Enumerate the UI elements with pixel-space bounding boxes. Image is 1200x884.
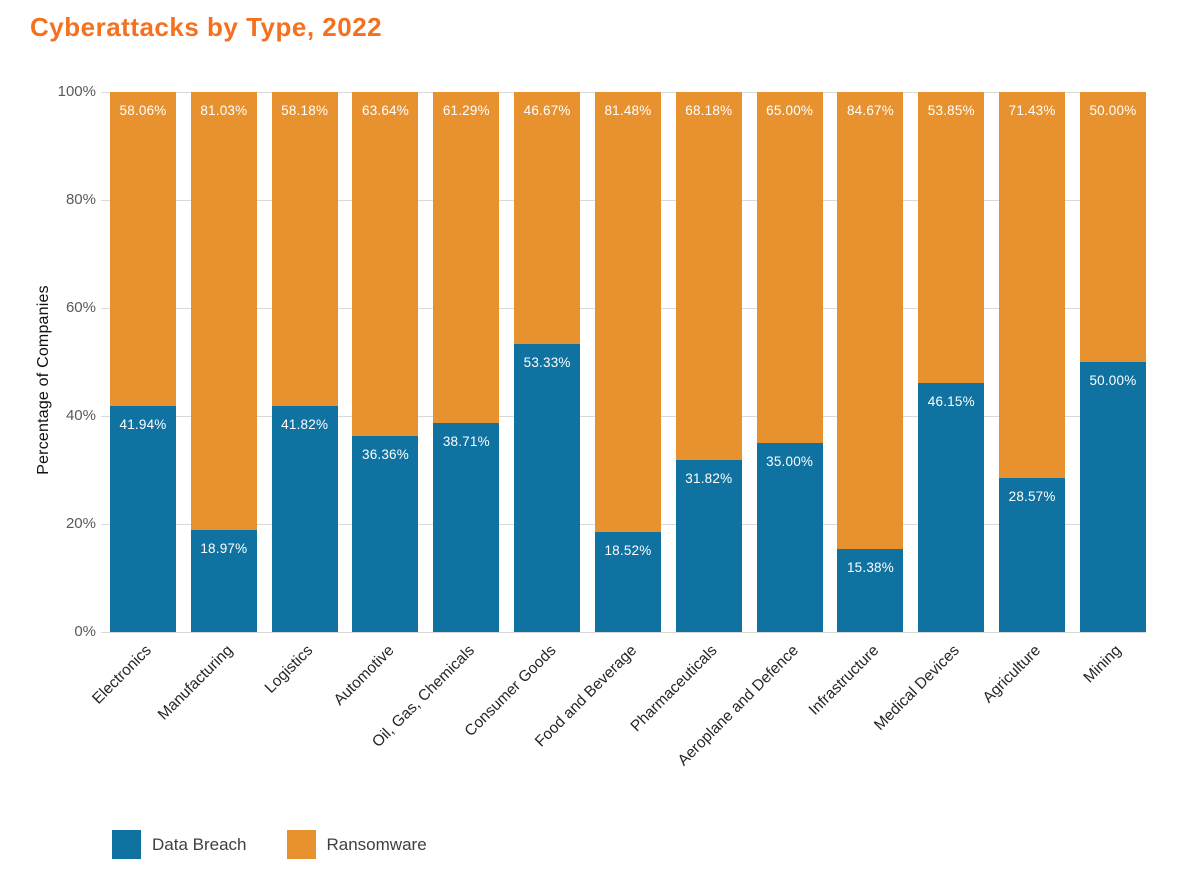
x-label-mining: Mining	[1080, 642, 1126, 687]
x-label-pharmaceuticals: Pharmaceuticals	[627, 642, 721, 736]
ransomware-value-label: 53.85%	[927, 103, 975, 118]
ransomware-segment-agriculture: 71.43%	[999, 92, 1066, 478]
ransomware-segment-pharmaceuticals: 68.18%	[675, 92, 742, 461]
data-breach-value-label: 15.38%	[846, 559, 894, 575]
ransomware-segment-consumer-goods: 46.67%	[514, 92, 581, 345]
data-breach-value-label: 38.71%	[442, 433, 490, 449]
ransomware-segment-food-and-beverage: 81.48%	[594, 92, 661, 532]
bar-infrastructure: 84.67% 15.38%	[837, 92, 904, 632]
data-breach-segment-logistics: 41.82%	[271, 406, 338, 632]
ransomware-value-label: 58.06%	[119, 103, 167, 118]
ransomware-value-label: 81.48%	[604, 103, 652, 118]
data-breach-value-label: 18.52%	[604, 542, 652, 558]
bar-pharmaceuticals: 68.18% 31.82%	[675, 92, 742, 632]
x-label-electronics: Electronics	[89, 642, 156, 708]
y-tick-40: 40%	[65, 407, 96, 424]
data-breach-value-label: 53.33%	[523, 355, 571, 371]
y-tick-0: 0%	[74, 623, 96, 640]
bar-oil-gas-chemicals: 61.29% 38.71%	[433, 92, 500, 632]
y-tick-60: 60%	[65, 299, 96, 316]
x-label-automotive: Automotive	[330, 642, 398, 709]
legend-item-ransomware: Ransomware	[286, 830, 427, 859]
ransomware-segment-electronics: 58.06%	[110, 92, 176, 406]
data-breach-value-label: 50.00%	[1089, 373, 1137, 388]
bar-automotive: 63.64% 36.36%	[352, 92, 419, 632]
data-breach-segment-aeroplane-and-defence: 35.00%	[756, 443, 823, 632]
ransomware-segment-medical-devices: 53.85%	[918, 92, 985, 383]
ransomware-value-label: 68.18%	[685, 103, 733, 118]
x-label-infrastructure: Infrastructure	[805, 642, 883, 719]
data-breach-value-label: 31.82%	[685, 471, 733, 487]
data-breach-value-label: 36.36%	[361, 446, 409, 462]
ransomware-value-label: 46.67%	[523, 103, 571, 118]
x-label-agriculture: Agriculture	[979, 642, 1045, 707]
ransomware-value-label: 65.00%	[766, 103, 814, 118]
ransomware-segment-manufacturing: 81.03%	[190, 92, 257, 530]
ransomware-segment-oil-gas-chemicals: 61.29%	[433, 92, 500, 423]
bars-layer: 58.06% 41.94% 81.03% 18.97% 58.18% 41.82% 63.6…	[110, 92, 1146, 632]
y-tick-80: 80%	[65, 191, 96, 208]
legend-label: Ransomware	[326, 834, 427, 854]
bar-agriculture: 71.43% 28.57%	[999, 92, 1066, 632]
data-breach-segment-infrastructure: 15.38%	[837, 548, 904, 632]
ransomware-segment-aeroplane-and-defence: 65.00%	[756, 92, 823, 443]
x-label-logistics: Logistics	[262, 642, 317, 697]
ransomware-segment-logistics: 58.18%	[271, 92, 338, 407]
data-breach-value-label: 41.94%	[119, 416, 167, 432]
bar-manufacturing: 81.03% 18.97%	[190, 92, 257, 632]
bar-medical-devices: 53.85% 46.15%	[918, 92, 985, 632]
ransomware-segment-mining: 50.00%	[1079, 92, 1146, 362]
plot-area: 58.06% 41.94% 81.03% 18.97% 58.18% 41.82% 63.6…	[101, 92, 1146, 633]
data-breach-value-label: 18.97%	[200, 540, 248, 556]
data-breach-segment-oil-gas-chemicals: 38.71%	[433, 422, 500, 632]
ransomware-value-label: 61.29%	[442, 103, 490, 118]
x-label-manufacturing: Manufacturing	[154, 642, 236, 724]
chart-title: Cyberattacks by Type, 2022	[30, 12, 383, 42]
legend: Data Breach Ransomware	[112, 830, 427, 859]
bar-electronics: 58.06% 41.94%	[110, 92, 176, 632]
bar-food-and-beverage: 81.48% 18.52%	[594, 92, 661, 632]
data-breach-segment-electronics: 41.94%	[110, 405, 176, 632]
y-tick-100: 100%	[57, 83, 96, 100]
bar-logistics: 58.18% 41.82%	[271, 92, 338, 632]
data-breach-segment-consumer-goods: 53.33%	[514, 344, 581, 632]
bar-aeroplane-and-defence: 65.00% 35.00%	[756, 92, 823, 632]
data-breach-value-label: 35.00%	[766, 454, 814, 469]
ransomware-value-label: 71.43%	[1008, 103, 1056, 118]
data-breach-segment-pharmaceuticals: 31.82%	[675, 460, 742, 632]
gridline-0	[101, 632, 1146, 633]
x-axis-labels: Electronics Manufacturing Logistics Automot…	[89, 642, 1146, 822]
data-breach-segment-automotive: 36.36%	[352, 435, 419, 632]
bar-consumer-goods: 46.67% 53.33%	[514, 92, 581, 632]
data-breach-segment-mining: 50.00%	[1079, 362, 1146, 632]
ransomware-value-label: 50.00%	[1089, 103, 1137, 118]
ransomware-swatch	[286, 830, 316, 859]
x-label-medical-devices: Medical Devices	[871, 642, 964, 734]
data-breach-segment-medical-devices: 46.15%	[918, 382, 985, 632]
data-breach-value-label: 41.82%	[281, 417, 329, 433]
y-tick-20: 20%	[65, 515, 96, 532]
ransomware-value-label: 84.67%	[846, 103, 894, 118]
data-breach-segment-manufacturing: 18.97%	[190, 529, 257, 632]
ransomware-segment-infrastructure: 84.67%	[837, 92, 904, 549]
legend-label: Data Breach	[152, 834, 247, 854]
data-breach-value-label: 46.15%	[927, 393, 975, 409]
data-breach-value-label: 28.57%	[1008, 488, 1056, 504]
bar-mining: 50.00% 50.00%	[1079, 92, 1146, 632]
ransomware-value-label: 81.03%	[200, 103, 248, 118]
legend-item-data-breach: Data Breach	[112, 830, 247, 859]
data-breach-swatch	[112, 830, 141, 859]
ransomware-value-label: 63.64%	[361, 103, 409, 118]
ransomware-value-label: 58.18%	[281, 103, 329, 118]
data-breach-segment-food-and-beverage: 18.52%	[594, 531, 661, 632]
data-breach-segment-agriculture: 28.57%	[999, 477, 1066, 632]
ransomware-segment-automotive: 63.64%	[352, 92, 419, 436]
